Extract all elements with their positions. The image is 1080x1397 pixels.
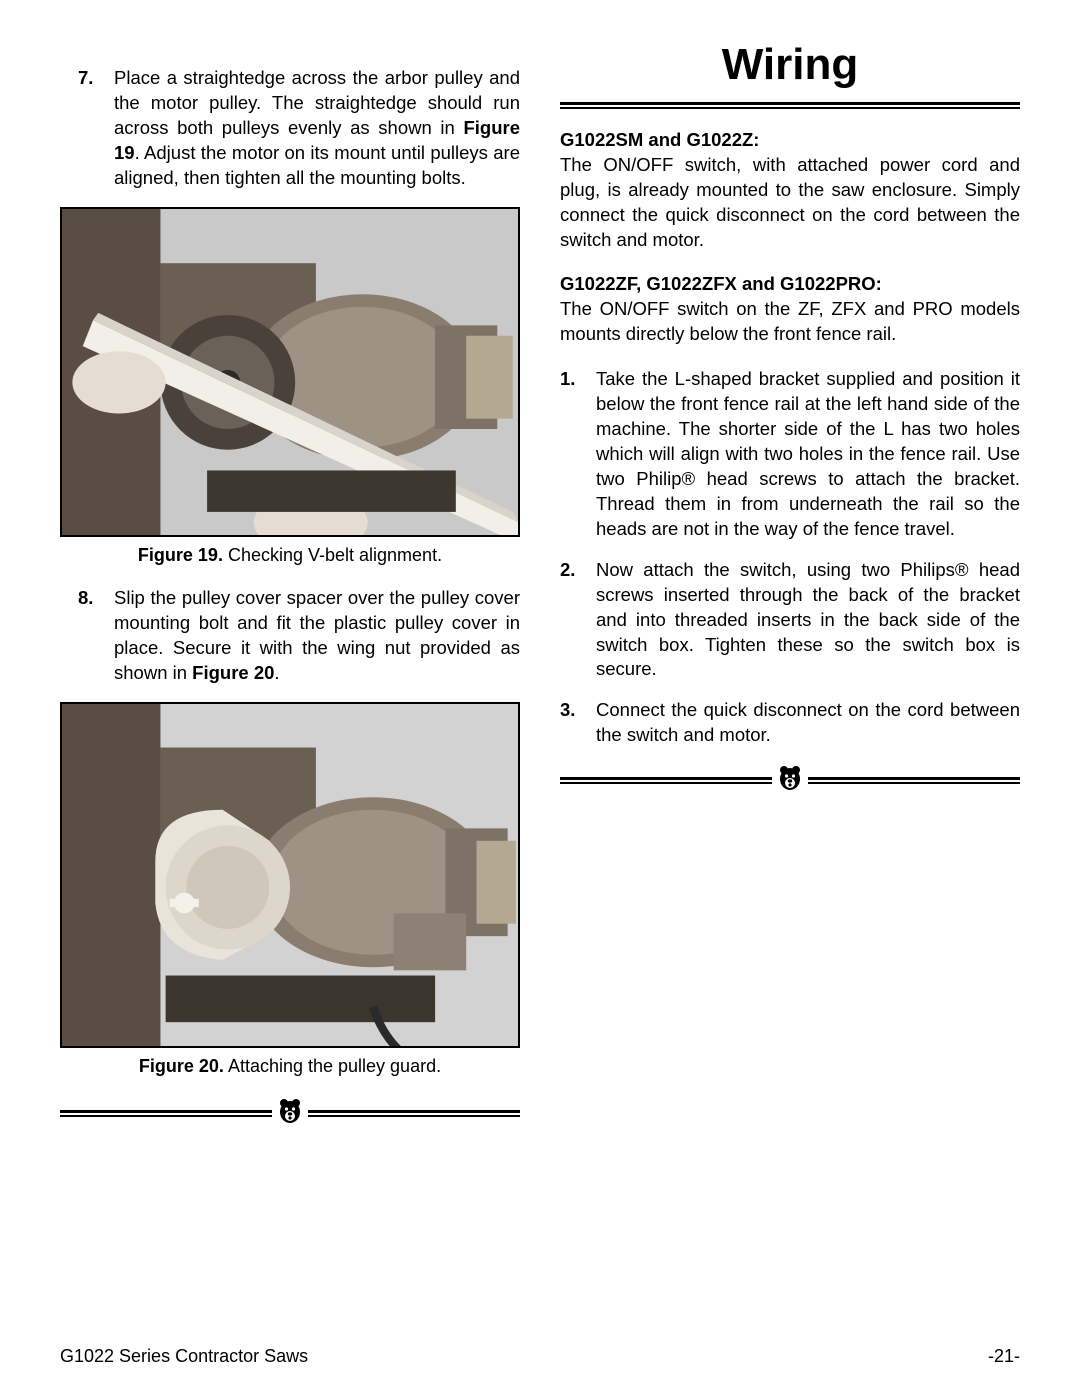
wiring-step-2-text: Now attach the switch, using two Philips…	[596, 558, 1020, 683]
step-8: 8. Slip the pulley cover spacer over the…	[60, 586, 520, 686]
step-7-number: 7.	[78, 66, 100, 191]
left-section-divider	[60, 1097, 520, 1130]
step-8-text: Slip the pulley cover spacer over the pu…	[114, 586, 520, 686]
step-7-text: Place a straightedge across the arbor pu…	[114, 66, 520, 191]
wiring-step-3: 3. Connect the quick disconnect on the c…	[560, 698, 1020, 748]
bear-icon	[272, 1097, 308, 1130]
step-7: 7. Place a straightedge across the arbor…	[60, 66, 520, 191]
figure-19-image	[60, 207, 520, 537]
wiring-step-1-number: 1.	[560, 367, 582, 542]
section-title: Wiring	[560, 40, 1020, 90]
right-column: Wiring G1022SM and G1022Z: The ON/OFF sw…	[560, 40, 1020, 1158]
footer-left: G1022 Series Contractor Saws	[60, 1346, 308, 1367]
wiring-step-2: 2. Now attach the switch, using two Phil…	[560, 558, 1020, 683]
footer-right: -21-	[988, 1346, 1020, 1367]
page-footer: G1022 Series Contractor Saws -21-	[60, 1346, 1020, 1367]
bear-icon	[772, 764, 808, 797]
figure-19-caption: Figure 19. Checking V-belt alignment.	[60, 545, 520, 566]
left-column: 7. Place a straightedge across the arbor…	[60, 40, 520, 1158]
title-rule	[560, 102, 1020, 109]
step-8-number: 8.	[78, 586, 100, 686]
wiring-step-3-text: Connect the quick disconnect on the cord…	[596, 698, 1020, 748]
para-sm-z: The ON/OFF switch, with attached power c…	[560, 153, 1020, 253]
wiring-step-1-text: Take the L-shaped bracket supplied and p…	[596, 367, 1020, 542]
figure-20-image	[60, 702, 520, 1048]
wiring-step-2-number: 2.	[560, 558, 582, 683]
subhead-zf-zfx-pro: G1022ZF, G1022ZFX and G1022PRO:	[560, 273, 1020, 295]
right-section-divider	[560, 764, 1020, 797]
wiring-step-3-number: 3.	[560, 698, 582, 748]
para-zf-zfx-pro: The ON/OFF switch on the ZF, ZFX and PRO…	[560, 297, 1020, 347]
subhead-sm-z: G1022SM and G1022Z:	[560, 129, 1020, 151]
wiring-step-1: 1. Take the L-shaped bracket supplied an…	[560, 367, 1020, 542]
figure-20-caption: Figure 20. Attaching the pulley guard.	[60, 1056, 520, 1077]
